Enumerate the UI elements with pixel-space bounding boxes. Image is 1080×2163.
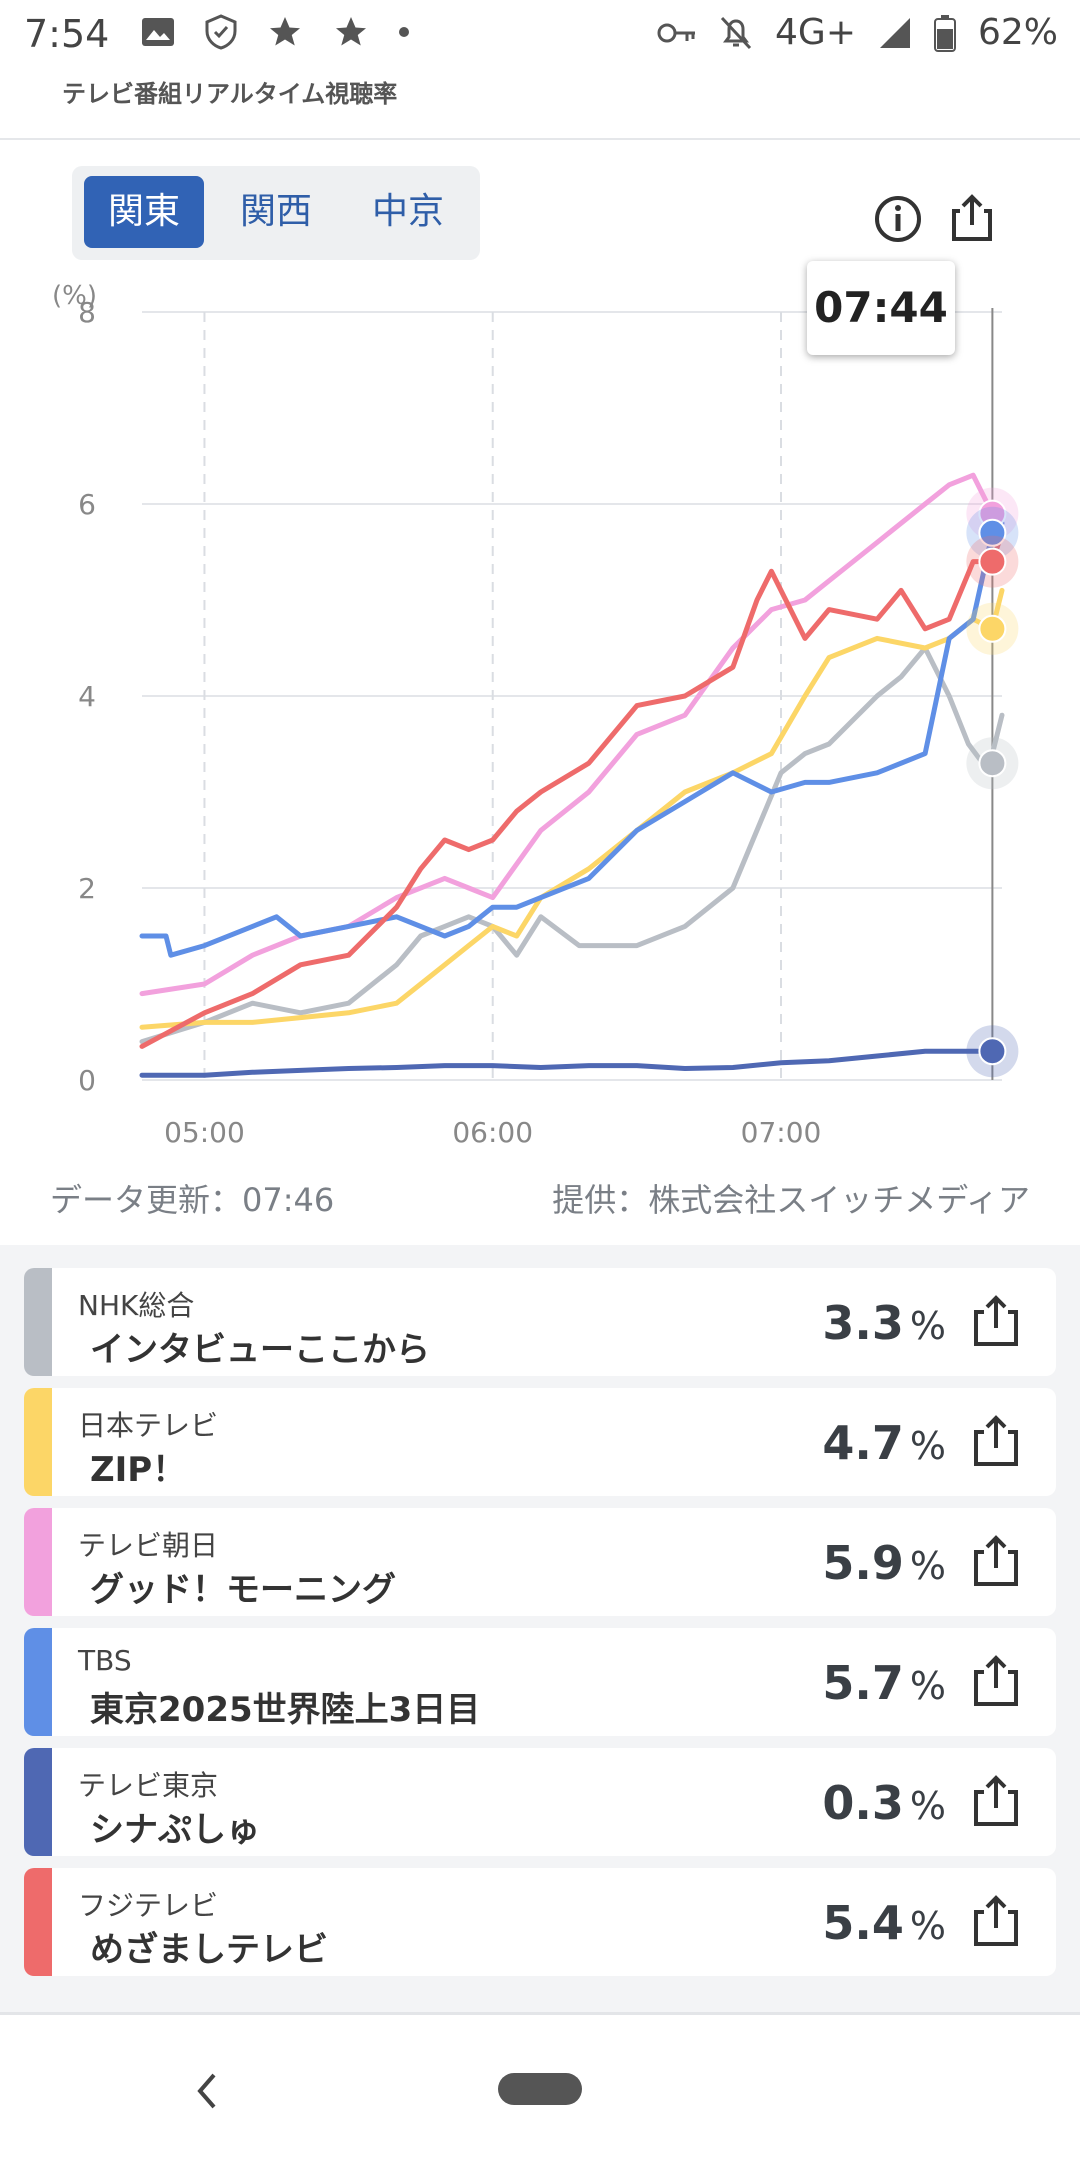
network-type: 4G+ bbox=[775, 12, 856, 53]
data-provider: 提供：株式会社スイッチメディア bbox=[552, 1181, 1030, 1219]
station-name: テレビ東京 bbox=[78, 1769, 219, 1802]
program-title: 東京2025世界陸上3日目 bbox=[90, 1690, 481, 1730]
station-color-bar bbox=[24, 1868, 52, 1976]
station-color-bar bbox=[24, 1268, 52, 1376]
y-tick-label: 6 bbox=[78, 488, 96, 521]
cursor-point bbox=[978, 547, 1007, 576]
series-line-1 bbox=[139, 587, 1005, 1030]
cursor-time-tooltip: 07:44 bbox=[807, 261, 955, 355]
share-icon[interactable] bbox=[970, 1532, 1022, 1588]
signal-icon bbox=[879, 17, 910, 48]
tab-kansai[interactable]: 関西 bbox=[239, 191, 312, 232]
cursor-point bbox=[978, 614, 1007, 643]
station-list: NHK総合インタビューここから 3.3% 日本テレビ ZIP！ 4.7% テレビ朝日グッド… bbox=[24, 1268, 1056, 1988]
home-pill-icon[interactable] bbox=[498, 2073, 582, 2105]
update-time: データ更新：07:46 bbox=[50, 1181, 335, 1219]
program-title: ZIP！ bbox=[90, 1450, 187, 1490]
share-icon[interactable] bbox=[970, 1772, 1022, 1828]
program-title: めざましテレビ bbox=[90, 1930, 328, 1970]
rating-value: 5.4% bbox=[822, 1896, 946, 1950]
program-title: シナぷしゅ bbox=[90, 1810, 260, 1850]
station-row[interactable]: テレビ東京シナぷしゅ 0.3% bbox=[24, 1748, 1056, 1856]
series-line-3 bbox=[139, 520, 1005, 958]
station-name: テレビ朝日 bbox=[78, 1529, 219, 1562]
rating-unit: % bbox=[909, 1304, 946, 1348]
battery-level: 62% bbox=[977, 12, 1058, 53]
station-color-bar bbox=[24, 1508, 52, 1616]
rating-value: 5.9% bbox=[822, 1536, 946, 1590]
dot-icon bbox=[399, 27, 409, 37]
status-time: 7:54 bbox=[24, 12, 110, 56]
station-name: TBS bbox=[78, 1644, 132, 1677]
share-icon[interactable] bbox=[946, 193, 998, 245]
key-icon bbox=[657, 23, 696, 42]
station-row[interactable]: テレビ朝日グッド！モーニング 5.9% bbox=[24, 1508, 1056, 1616]
program-title: インタビューここから bbox=[90, 1330, 430, 1370]
navigation-bar bbox=[0, 2012, 1080, 2163]
tab-kanto[interactable]: 関東 bbox=[84, 176, 204, 248]
status-bar: 7:54 4G+ 62% bbox=[0, 0, 1080, 72]
x-tick-label: 05:00 bbox=[164, 1116, 245, 1149]
y-tick-label: 0 bbox=[78, 1064, 96, 1097]
share-icon[interactable] bbox=[970, 1652, 1022, 1708]
station-row[interactable]: NHK総合インタビューここから 3.3% bbox=[24, 1268, 1056, 1376]
cursor-point bbox=[978, 749, 1007, 778]
share-icon[interactable] bbox=[970, 1292, 1022, 1348]
star-icon bbox=[270, 17, 300, 46]
star-icon bbox=[336, 17, 366, 46]
share-icon[interactable] bbox=[970, 1412, 1022, 1468]
rating-value: 0.3% bbox=[822, 1776, 946, 1830]
region-selector: 関東 関西 中京 bbox=[72, 166, 480, 260]
tab-chukyo[interactable]: 中京 bbox=[371, 191, 444, 232]
rating-value: 5.7% bbox=[822, 1656, 946, 1710]
y-tick-label: 2 bbox=[78, 872, 96, 905]
chart-panel: 関東 関西 中京 (%) 0 2 4 6 8 05:00 06:00 07:00 07:44 … bbox=[0, 140, 1080, 1245]
station-name: フジテレビ bbox=[78, 1889, 219, 1922]
station-color-bar bbox=[24, 1628, 52, 1736]
rating-unit: % bbox=[909, 1424, 946, 1468]
series-line-5 bbox=[139, 530, 1005, 1049]
ratings-chart[interactable]: (%) 0 2 4 6 8 05:00 06:00 07:00 bbox=[0, 140, 1080, 1160]
y-tick-label: 8 bbox=[78, 296, 96, 329]
program-title: グッド！モーニング bbox=[90, 1570, 396, 1610]
info-icon[interactable] bbox=[872, 193, 924, 245]
station-name: NHK総合 bbox=[78, 1289, 195, 1322]
share-icon[interactable] bbox=[970, 1892, 1022, 1948]
rating-unit: % bbox=[909, 1544, 946, 1588]
back-icon[interactable] bbox=[192, 2071, 222, 2111]
rating-value: 4.7% bbox=[822, 1416, 946, 1470]
series-line-2 bbox=[139, 472, 1005, 997]
series-line-0 bbox=[139, 645, 1005, 1045]
station-row[interactable]: フジテレビめざましテレビ 5.4% bbox=[24, 1868, 1056, 1976]
app-bar: テレビ番組リアルタイム視聴率 bbox=[0, 72, 1080, 140]
y-tick-label: 4 bbox=[78, 680, 96, 713]
station-color-bar bbox=[24, 1388, 52, 1496]
bell-off-icon bbox=[720, 16, 752, 49]
battery-icon bbox=[933, 14, 956, 52]
rating-unit: % bbox=[909, 1784, 946, 1828]
cursor-point bbox=[978, 518, 1007, 547]
app-title: テレビ番組リアルタイム視聴率 bbox=[62, 80, 398, 108]
x-tick-label: 06:00 bbox=[452, 1116, 533, 1149]
station-row[interactable]: TBS 東京2025世界陸上3日目 5.7% bbox=[24, 1628, 1056, 1736]
y-axis-unit-label: (%) bbox=[52, 281, 97, 311]
station-name: 日本テレビ bbox=[78, 1409, 219, 1442]
rating-unit: % bbox=[909, 1664, 946, 1708]
shield-icon bbox=[205, 14, 237, 50]
station-row[interactable]: 日本テレビ ZIP！ 4.7% bbox=[24, 1388, 1056, 1496]
x-tick-label: 07:00 bbox=[741, 1116, 822, 1149]
image-icon bbox=[142, 18, 174, 46]
series-line-4 bbox=[139, 1048, 1005, 1078]
cursor-point bbox=[978, 1037, 1007, 1066]
rating-unit: % bbox=[909, 1904, 946, 1948]
rating-value: 3.3% bbox=[822, 1296, 946, 1350]
station-color-bar bbox=[24, 1748, 52, 1856]
